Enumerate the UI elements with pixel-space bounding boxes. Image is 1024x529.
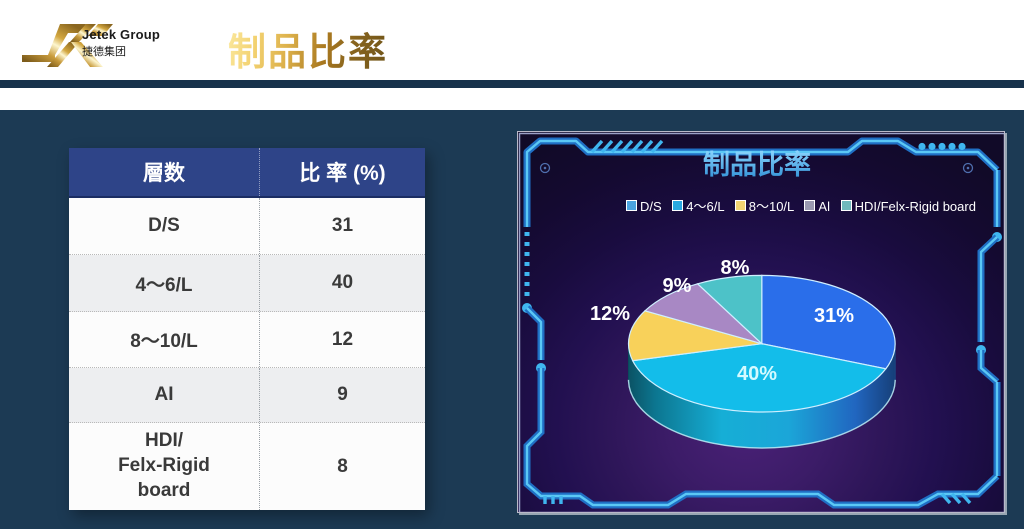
svg-text:40%: 40% <box>737 363 777 385</box>
svg-text:8%: 8% <box>721 257 750 279</box>
svg-text:12%: 12% <box>590 303 630 325</box>
svg-text:制品比率: 制品比率 <box>703 149 811 180</box>
svg-text:9%: 9% <box>663 275 692 297</box>
svg-text:31%: 31% <box>814 305 854 327</box>
